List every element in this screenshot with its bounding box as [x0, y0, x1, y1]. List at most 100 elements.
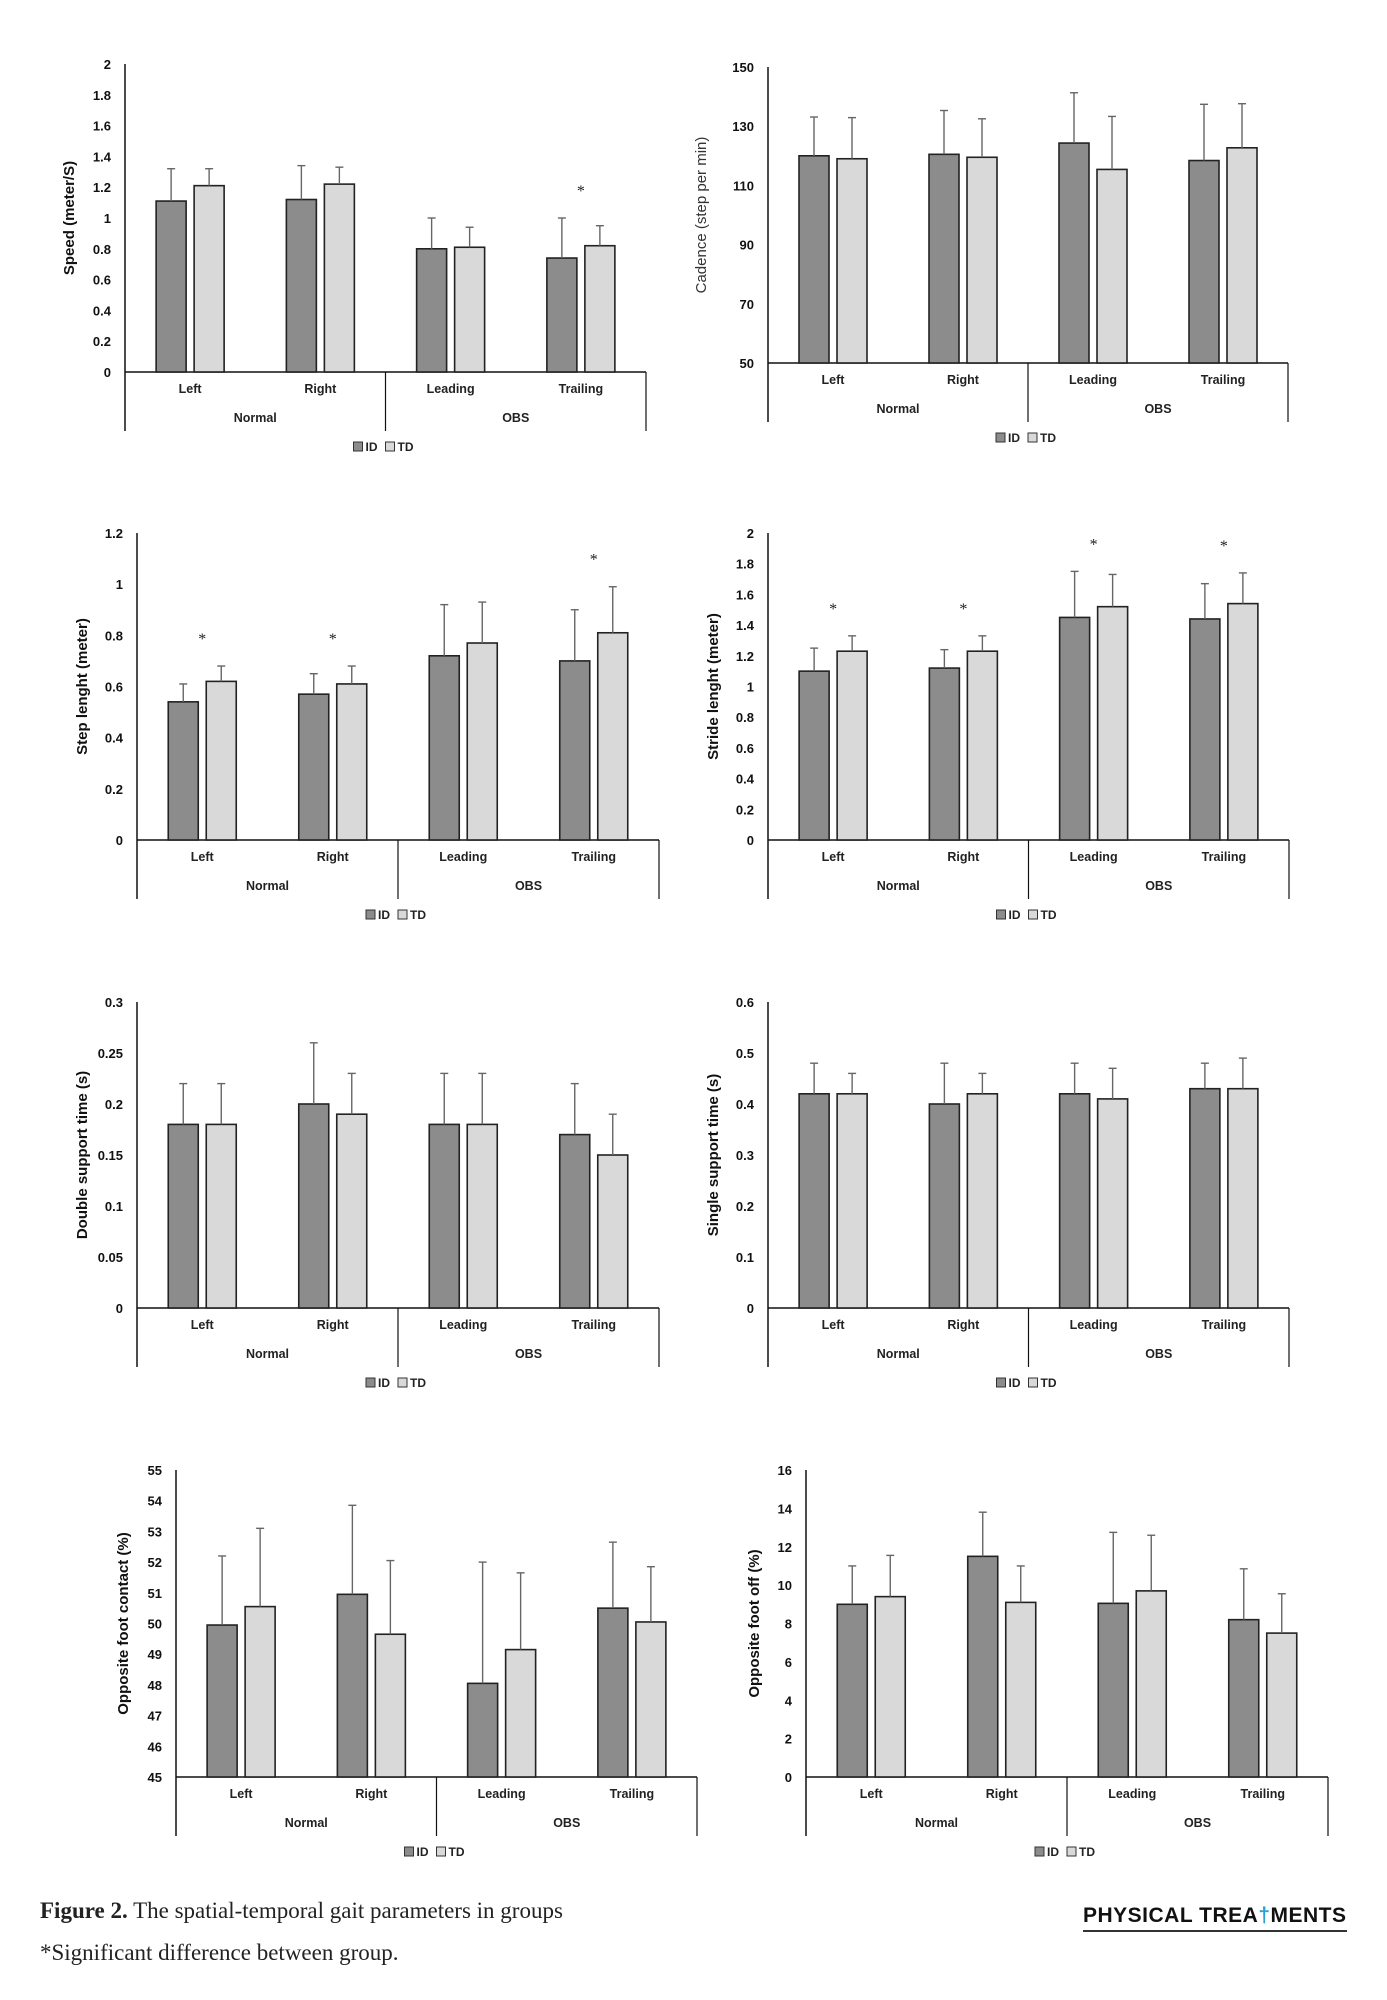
bar-id — [546, 257, 578, 373]
y-tick-label: 0.8 — [105, 628, 123, 643]
significance-asterisk: * — [577, 183, 585, 200]
x-category-label: Left — [822, 1318, 846, 1332]
y-tick-label: 0 — [747, 1301, 754, 1316]
x-category-label: Left — [822, 373, 846, 387]
legend-label-td: TD — [410, 908, 426, 922]
legend-label-td: TD — [398, 440, 414, 454]
x-group-label: OBS — [1144, 402, 1171, 416]
x-category-label: Trailing — [1201, 373, 1245, 387]
y-axis-label: Stride lenght (meter) — [705, 613, 722, 760]
bar-td — [584, 244, 616, 373]
bar-id — [1189, 618, 1221, 841]
y-tick-label: 0.8 — [93, 242, 111, 257]
y-tick-label: 14 — [778, 1501, 793, 1516]
y-tick-label: 49 — [148, 1647, 162, 1662]
legend-swatch-td — [1066, 1846, 1077, 1857]
x-group-label: OBS — [1145, 1347, 1172, 1361]
bar-td — [193, 184, 225, 373]
y-tick-label: 0.15 — [98, 1148, 123, 1163]
bar-chart-7: 45 46 47 48 49 50 51 52 53 54 55 Opposite foot cont… — [115, 1463, 698, 1859]
legend-swatch-td — [1027, 432, 1038, 443]
y-tick-label: 1.8 — [93, 88, 111, 103]
y-tick-label: 1.4 — [736, 618, 755, 633]
bar-id — [558, 660, 591, 841]
y-tick-label: 0.3 — [105, 995, 123, 1010]
bar-id — [466, 1682, 499, 1778]
x-category-label: Left — [179, 382, 203, 396]
bar-id — [1058, 616, 1091, 841]
bar-id — [798, 670, 830, 841]
bar-chart-5: 0 0.05 0.1 0.15 0.2 0.25 0.3 Double support tim… — [74, 995, 660, 1390]
x-category-label: Trailing — [572, 850, 616, 864]
y-axis-label: Cadence (step per min) — [693, 137, 710, 294]
legend-label-id: ID — [1008, 431, 1020, 445]
x-category-label: Leading — [439, 850, 487, 864]
bar-id — [836, 1603, 869, 1778]
significance-asterisk: * — [1220, 538, 1228, 555]
bar-chart-6: 0 0.1 0.2 0.3 0.4 0.5 0.6 Single support time (… — [705, 995, 1290, 1390]
y-tick-label: 0.4 — [105, 731, 124, 746]
bar-id — [155, 200, 187, 373]
y-tick-label: 1.6 — [736, 587, 754, 602]
y-tick-label: 0.2 — [105, 782, 123, 797]
legend-label-id: ID — [378, 908, 390, 922]
x-group-label: Normal — [915, 1816, 958, 1830]
bar-id — [558, 1133, 591, 1309]
x-category-label: Trailing — [1202, 1318, 1246, 1332]
legend-label-id: ID — [378, 1376, 390, 1390]
bar-td — [874, 1595, 907, 1778]
y-tick-label: 0.3 — [736, 1148, 754, 1163]
legend-label-id: ID — [1009, 1376, 1021, 1390]
x-group-label: OBS — [515, 879, 542, 893]
y-tick-label: 0.2 — [105, 1097, 123, 1112]
x-group-label: OBS — [1184, 1816, 1211, 1830]
bar-id — [428, 1123, 461, 1309]
x-category-label: Trailing — [1241, 1787, 1285, 1801]
y-tick-label: 0.8 — [736, 710, 754, 725]
legend-swatch-td — [397, 909, 408, 920]
bar-id — [1058, 142, 1090, 364]
x-category-label: Left — [822, 850, 846, 864]
legend-label-id: ID — [1009, 908, 1021, 922]
bar-td — [836, 157, 868, 364]
y-tick-label: 51 — [148, 1586, 162, 1601]
y-tick-label: 0 — [747, 833, 754, 848]
significance-asterisk: * — [198, 631, 206, 648]
legend-swatch-td — [436, 1846, 446, 1857]
logo-text-2: MENTS — [1270, 1904, 1347, 1927]
y-tick-label: 0.6 — [93, 273, 111, 288]
x-group-label: Normal — [877, 879, 920, 893]
legend-label-id: ID — [366, 440, 378, 454]
legend-label-td: TD — [1079, 1845, 1095, 1859]
y-tick-label: 0.4 — [736, 1097, 755, 1112]
x-group-label: Normal — [877, 1347, 920, 1361]
legend-label-id: ID — [1047, 1845, 1059, 1859]
significance-asterisk: * — [329, 631, 337, 648]
x-category-label: Right — [317, 850, 350, 864]
y-tick-label: 55 — [148, 1463, 162, 1478]
x-category-label: Trailing — [1202, 850, 1246, 864]
significance-asterisk: * — [1090, 536, 1098, 553]
y-tick-label: 50 — [740, 356, 754, 371]
x-category-label: Left — [860, 1787, 884, 1801]
bar-td — [966, 1093, 999, 1309]
y-tick-label: 0.5 — [736, 1046, 754, 1061]
x-category-label: Right — [355, 1787, 388, 1801]
legend-swatch-td — [1028, 1377, 1038, 1388]
bar-td — [335, 683, 368, 841]
x-group-label: OBS — [502, 411, 529, 425]
x-category-label: Right — [304, 382, 337, 396]
x-category-label: Trailing — [559, 382, 603, 396]
y-tick-label: 1 — [747, 680, 754, 695]
y-tick-label: 1.4 — [93, 149, 112, 164]
y-tick-label: 0.2 — [93, 334, 111, 349]
bar-td — [836, 1093, 868, 1309]
x-group-label: OBS — [1145, 879, 1172, 893]
bar-td — [836, 650, 868, 841]
y-tick-label: 12 — [778, 1540, 792, 1555]
y-tick-label: 16 — [778, 1463, 792, 1478]
y-tick-label: 2 — [785, 1732, 792, 1747]
y-tick-label: 0.05 — [98, 1250, 123, 1265]
bar-td — [453, 246, 486, 373]
legend-swatch-id — [365, 1377, 376, 1388]
